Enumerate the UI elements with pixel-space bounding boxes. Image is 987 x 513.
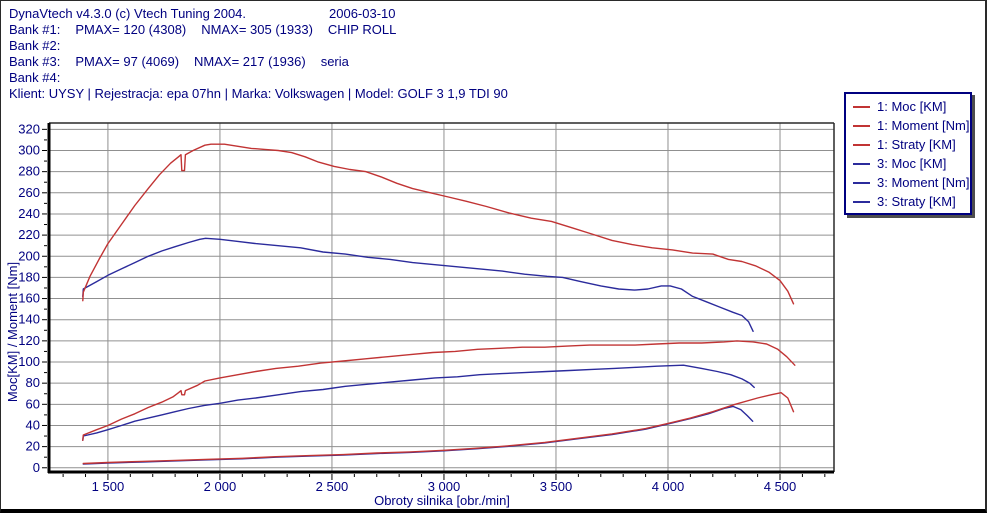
curve-moc1 xyxy=(82,340,796,441)
bank1-row: Bank #1: PMAX= 120 (4308) NMAX= 305 (1933)… xyxy=(9,22,411,37)
bank4-row: Bank #4: xyxy=(9,70,120,85)
curve-moment1 xyxy=(82,143,795,305)
bank3-note: seria xyxy=(320,54,349,69)
report-date: 2006-03-10 xyxy=(329,6,396,21)
y-tick-label: 180 xyxy=(18,269,40,284)
y-tick-label: 120 xyxy=(18,333,40,348)
app-title: DynaVtech v4.3.0 (c) Vtech Tuning 2004. xyxy=(9,6,247,21)
bank1-pmax: PMAX= 120 (4308) xyxy=(75,22,187,37)
y-tick-label: 20 xyxy=(26,439,40,454)
y-tick-label: 220 xyxy=(18,227,40,242)
bank3-nmax: NMAX= 217 (1936) xyxy=(194,54,306,69)
client-info-line: Klient: UYSY | Rejestracja: epa 07hn | M… xyxy=(9,86,508,101)
bank3-label: Bank #3: xyxy=(9,54,61,69)
curve-moc3 xyxy=(82,364,755,441)
y-tick-label: 320 xyxy=(18,121,40,136)
legend-line-blue-icon xyxy=(853,181,870,184)
legend-item: 3: Straty [KM] xyxy=(853,192,970,211)
chart-legend: 1: Moc [KM] 1: Moment [Nm] 1: Straty [KM… xyxy=(844,92,972,215)
legend-line-blue-icon xyxy=(853,162,870,165)
x-axis-title: Obroty silnika [obr./min] xyxy=(374,493,510,508)
y-tick-label: 0 xyxy=(33,460,40,475)
curve-straty3 xyxy=(82,405,754,465)
legend-line-red-icon xyxy=(853,143,870,146)
y-tick-label: 200 xyxy=(18,248,40,263)
y-tick-label: 40 xyxy=(26,417,40,432)
y-tick-label: 260 xyxy=(18,185,40,200)
x-tick-label: 4 500 xyxy=(764,479,797,494)
x-tick-label: 1 500 xyxy=(92,479,125,494)
legend-item: 1: Straty [KM] xyxy=(853,135,970,154)
bank1-nmax: NMAX= 305 (1933) xyxy=(201,22,313,37)
bank2-label: Bank #2: xyxy=(9,38,61,53)
curve-straty1 xyxy=(82,392,795,465)
bank3-pmax: PMAX= 97 (4069) xyxy=(75,54,180,69)
legend-item: 1: Moment [Nm] xyxy=(853,116,970,135)
y-tick-label: 160 xyxy=(18,291,40,306)
legend-item: 1: Moc [KM] xyxy=(853,97,970,116)
bank1-note: CHIP ROLL xyxy=(327,22,397,37)
y-tick-label: 240 xyxy=(18,206,40,221)
x-tick-label: 2 000 xyxy=(204,479,237,494)
x-tick-label: 4 000 xyxy=(652,479,685,494)
x-tick-label: 2 500 xyxy=(316,479,349,494)
x-tick-label: 3 500 xyxy=(540,479,573,494)
bank2-row: Bank #2: xyxy=(9,38,120,53)
legend-line-red-icon xyxy=(853,124,870,127)
bank3-row: Bank #3: PMAX= 97 (4069) NMAX= 217 (1936) s… xyxy=(9,54,364,69)
y-tick-label: 300 xyxy=(18,142,40,157)
legend-item: 3: Moment [Nm] xyxy=(853,173,970,192)
y-tick-label: 60 xyxy=(26,396,40,411)
legend-line-red-icon xyxy=(853,105,870,108)
bank4-label: Bank #4: xyxy=(9,70,61,85)
x-tick-label: 3 000 xyxy=(428,479,461,494)
legend-line-blue-icon xyxy=(853,200,870,203)
legend-item: 3: Moc [KM] xyxy=(853,154,970,173)
y-tick-label: 100 xyxy=(18,354,40,369)
y-tick-label: 140 xyxy=(18,312,40,327)
y-axis-title: Moc[KM] / Moment [Nm] xyxy=(5,262,20,402)
bank1-label: Bank #1: xyxy=(9,22,61,37)
y-tick-label: 80 xyxy=(26,375,40,390)
y-tick-label: 280 xyxy=(18,164,40,179)
curve-moment3 xyxy=(82,237,754,332)
